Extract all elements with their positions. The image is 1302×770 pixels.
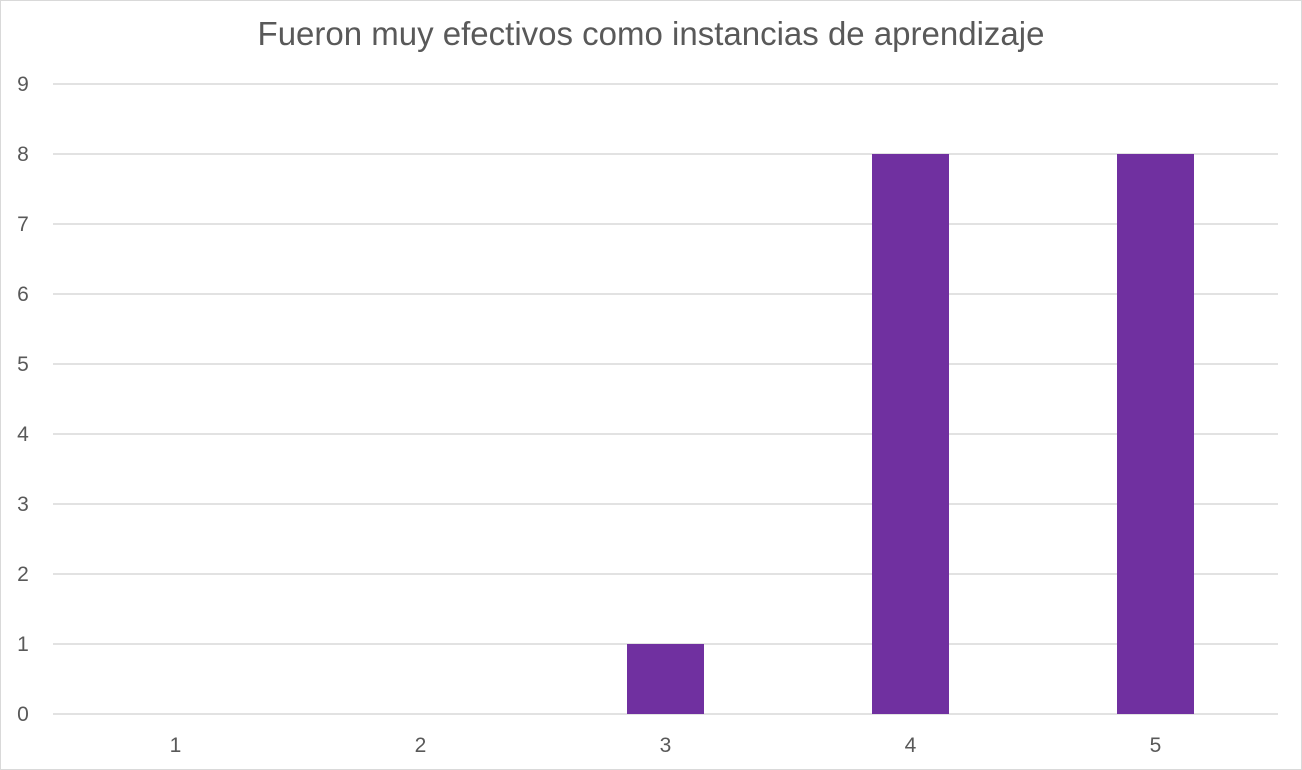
gridlines <box>53 83 1278 715</box>
y-tick-label: 8 <box>17 143 29 166</box>
bar-5 <box>1117 154 1194 714</box>
y-tick-label: 7 <box>17 213 29 236</box>
x-tick-label: 3 <box>660 734 672 757</box>
x-axis-ticks: 1 2 3 4 5 <box>170 734 1162 757</box>
x-tick-label: 2 <box>415 734 427 757</box>
y-tick-label: 0 <box>17 703 29 726</box>
bars <box>627 154 1194 714</box>
y-tick-label: 3 <box>17 493 29 516</box>
bar-3 <box>627 644 704 714</box>
x-tick-label: 5 <box>1150 734 1162 757</box>
y-tick-label: 6 <box>17 283 29 306</box>
y-tick-label: 2 <box>17 563 29 586</box>
x-tick-label: 4 <box>905 734 917 757</box>
y-tick-label: 5 <box>17 353 29 376</box>
x-tick-label: 1 <box>170 734 182 757</box>
bar-4 <box>872 154 949 714</box>
y-axis-ticks: 0 1 2 3 4 5 6 7 8 9 <box>17 73 29 726</box>
y-tick-label: 9 <box>17 73 29 96</box>
y-tick-label: 1 <box>17 633 29 656</box>
y-tick-label: 4 <box>17 423 29 446</box>
chart-title: Fueron muy efectivos como instancias de … <box>257 15 1045 52</box>
